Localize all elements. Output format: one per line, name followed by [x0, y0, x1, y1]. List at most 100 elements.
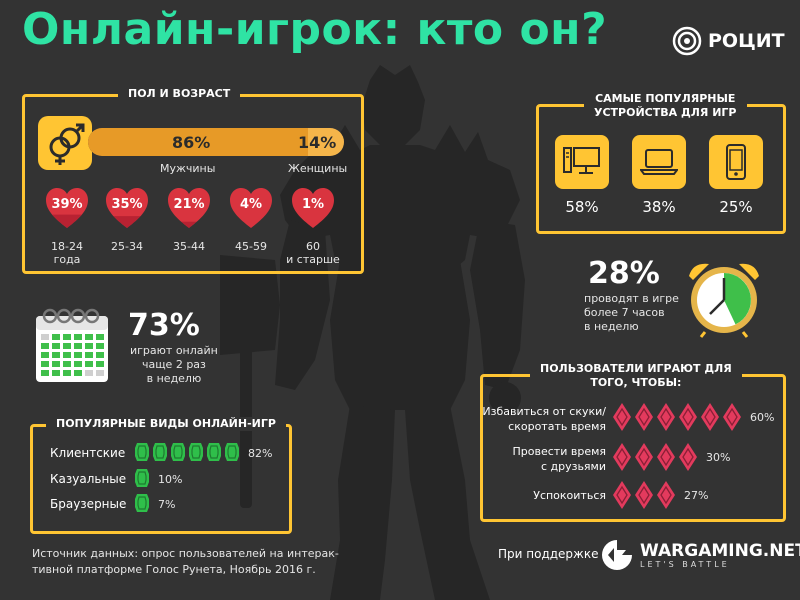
calendar-day-cell: [41, 361, 49, 367]
reason-label: Провести время с друзьями: [482, 444, 606, 474]
age-group-line1: 60: [306, 240, 320, 253]
time-line2: более 7 часов: [584, 306, 665, 319]
calendar-day-cell: [41, 334, 49, 340]
reason-percent: 27%: [684, 489, 709, 502]
diamond-icon: [634, 480, 654, 514]
desktop-percent: 58%: [565, 198, 599, 216]
calendar-day-cell: [96, 334, 104, 340]
diamond-icon: [722, 402, 742, 436]
calendar-day-cell: [52, 343, 60, 349]
page-title: Онлайн-игрок: кто он?: [22, 4, 608, 55]
calendar-day-cell: [52, 352, 60, 358]
devices-title: САМЫЕ ПОПУЛЯРНЫЕ УСТРОЙСТВА ДЛЯ ИГР: [584, 92, 747, 120]
calendar-day-cell: [96, 343, 104, 349]
diamond-icon: [634, 442, 654, 476]
gender-bar-female-fill: [308, 128, 344, 156]
age-group-line1: 18-24: [51, 240, 83, 253]
diamond-icon: [656, 442, 676, 476]
game-type-icons: [134, 468, 150, 492]
age-group-label: 45-59: [221, 240, 281, 253]
game-type-percent: 82%: [248, 447, 273, 460]
male-label: Мужчины: [160, 162, 216, 175]
game-type-label: Клиентские: [50, 446, 126, 460]
female-percent: 14%: [298, 133, 337, 152]
calendar-day-cell: [96, 370, 104, 376]
reason-icons: [612, 402, 742, 436]
calendar-icon: [36, 308, 108, 382]
rocit-logo: РОЦИТ: [672, 26, 785, 56]
calendar-day-cell: [63, 343, 71, 349]
male-percent: 86%: [172, 133, 211, 152]
heart-age-1: 35%: [104, 186, 150, 232]
calendar-day-cell: [85, 370, 93, 376]
diamond-icon: [700, 402, 720, 436]
devices-title-line1: САМЫЕ ПОПУЛЯРНЫЕ: [595, 92, 736, 105]
calendar-day-cell: [52, 334, 60, 340]
game-type-icons: [134, 493, 150, 517]
support-label: При поддержке: [498, 547, 599, 561]
reason-line2: с друзьями: [540, 460, 606, 473]
calendar-day-cell: [74, 352, 82, 358]
heart-age-percent: 1%: [301, 197, 325, 212]
reason-label: Избавиться от скуки/скоротать время: [482, 404, 606, 434]
gem-icon: [152, 442, 168, 466]
gender-bar-male-fill: [88, 128, 308, 156]
reasons-title: ПОЛЬЗОВАТЕЛИ ИГРАЮТ ДЛЯ ТОГО, ЧТОБЫ:: [530, 362, 742, 390]
calendar-day-cell: [41, 352, 49, 358]
calendar-day-cell: [85, 343, 93, 349]
game-type-percent: 7%: [158, 498, 176, 511]
frequency-line3: в неделю: [146, 372, 202, 385]
game-type-icons: [134, 442, 240, 466]
alarm-clock-icon: [689, 263, 759, 338]
diamond-icon: [678, 442, 698, 476]
logo-text: РОЦИТ: [708, 30, 785, 52]
calendar-day-cell: [63, 334, 71, 340]
heart-age-4: 1%: [290, 186, 336, 232]
gem-icon: [188, 442, 204, 466]
calendar-day-cell: [74, 370, 82, 376]
source-note: Источник данных: опрос пользователей на …: [32, 546, 342, 578]
diamond-icon: [678, 402, 698, 436]
calendar-day-cell: [52, 361, 60, 367]
frequency-line2: чаще 2 раз: [141, 358, 206, 371]
gem-icon: [134, 442, 150, 466]
diamond-icon: [634, 402, 654, 436]
time-percent: 28%: [588, 256, 660, 291]
heart-icon: [292, 188, 334, 228]
age-group-line2: года: [53, 253, 81, 266]
age-group-line1: 45-59: [235, 240, 267, 253]
age-group-line1: 35-44: [173, 240, 205, 253]
age-group-label: 18-24 года: [37, 240, 97, 266]
calendar-day-cell: [74, 334, 82, 340]
calendar-day-cell: [74, 343, 82, 349]
gem-icon: [134, 493, 150, 517]
reason-line2: скоротать время: [508, 420, 606, 433]
calendar-day-cell: [63, 361, 71, 367]
calendar-day-cell: [74, 361, 82, 367]
gender-symbol-icon: [38, 116, 92, 170]
laptop-icon: [632, 135, 686, 189]
concentric-circles-icon: [672, 26, 702, 56]
calendar-day-cell: [96, 361, 104, 367]
reason-icons: [612, 480, 676, 514]
heart-icon: [46, 188, 88, 228]
age-group-label: 25-34: [97, 240, 157, 253]
age-group-label: 60 и старше: [283, 240, 343, 266]
heart-age-percent: 4%: [239, 197, 263, 212]
desktop-computer-icon: [555, 135, 609, 189]
frequency-line1: играют онлайн: [130, 344, 218, 357]
calendar-day-cell: [52, 370, 60, 376]
gender-age-title: ПОЛ И ВОЗРАСТ: [118, 87, 241, 101]
gem-icon: [170, 442, 186, 466]
game-type-label: Браузерные: [50, 497, 127, 511]
source-line1: Источник данных: опрос пользователей на …: [32, 547, 339, 560]
frequency-percent: 73%: [128, 308, 200, 343]
game-type-label: Казуальные: [50, 472, 127, 486]
gem-icon: [206, 442, 222, 466]
reasons-title-line1: ПОЛЬЗОВАТЕЛИ ИГРАЮТ ДЛЯ: [540, 362, 732, 375]
diamond-icon: [656, 402, 676, 436]
smartphone-icon: [709, 135, 763, 189]
calendar-day-cell: [85, 352, 93, 358]
source-line2: тивной платформе Голос Рунета, Ноябрь 20…: [32, 563, 316, 576]
calendar-day-cell: [96, 352, 104, 358]
